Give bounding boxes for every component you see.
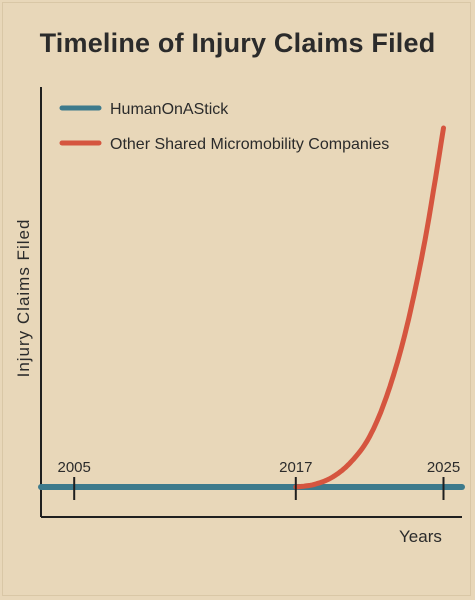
legend-label-humanonastick: HumanOnAStick <box>110 101 229 118</box>
x-tick-label-2025: 2025 <box>427 459 460 476</box>
series-line-other-companies <box>293 125 446 490</box>
chart-title: Timeline of Injury Claims Filed <box>39 28 436 58</box>
x-tick-label-2005: 2005 <box>58 459 91 476</box>
x-tick-label-2017: 2017 <box>279 459 312 476</box>
legend-label-other-companies: Other Shared Micromobility Companies <box>110 136 389 153</box>
x-axis-ticks: 2005 2017 2025 <box>58 459 460 500</box>
x-axis-label: Years <box>399 527 442 546</box>
legend: HumanOnAStick Other Shared Micromobility… <box>59 101 389 153</box>
